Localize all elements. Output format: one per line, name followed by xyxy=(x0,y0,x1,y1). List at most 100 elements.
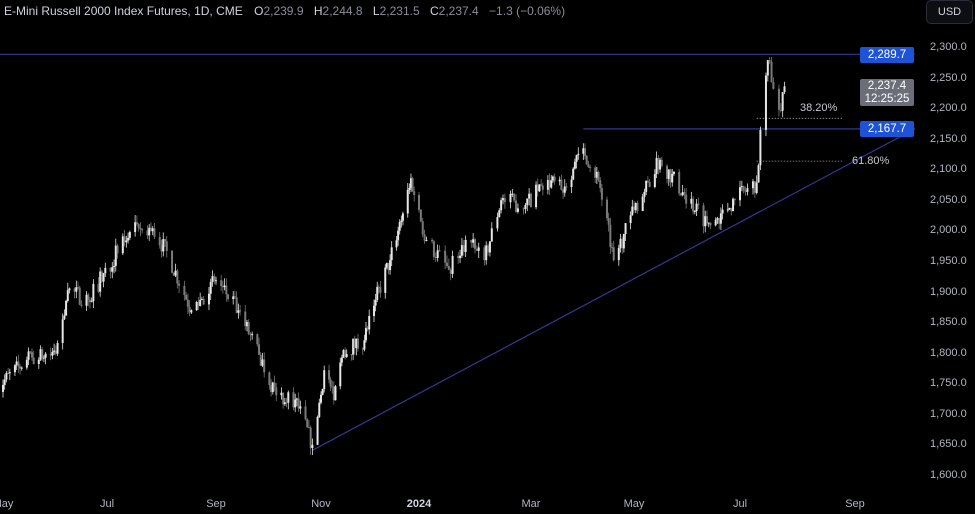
candle-body xyxy=(329,379,332,387)
candle-body xyxy=(321,389,324,395)
candle-body xyxy=(297,398,300,409)
candle-body xyxy=(225,285,228,295)
candle-body xyxy=(766,60,769,76)
candle-body xyxy=(331,386,334,388)
candle-body xyxy=(634,203,637,211)
candle-body xyxy=(245,322,248,327)
candle-body xyxy=(164,239,167,242)
candle-body xyxy=(671,173,674,183)
candle-body xyxy=(306,419,309,428)
candle-body xyxy=(320,394,322,403)
candle-body xyxy=(666,165,669,179)
candle-body xyxy=(611,247,614,249)
candle-body xyxy=(447,265,450,270)
candle-body xyxy=(151,228,154,232)
price-tick-label: 1,850.0 xyxy=(930,316,967,329)
candle-body xyxy=(44,353,47,358)
candle-body xyxy=(172,272,175,276)
candle-body xyxy=(575,154,578,162)
candle-body xyxy=(503,198,506,203)
candle-body xyxy=(39,349,42,360)
candle-body xyxy=(446,262,448,266)
candle-body xyxy=(7,372,10,374)
candle-body xyxy=(764,75,767,130)
candle-body xyxy=(15,361,18,366)
candle-body xyxy=(316,416,319,445)
candle-body xyxy=(323,370,326,390)
fib-label-61: 61.80% xyxy=(852,155,890,167)
candle-body xyxy=(207,293,210,305)
candle-body xyxy=(746,188,749,192)
price-tick-label: 1,650.0 xyxy=(930,438,967,451)
candle-body xyxy=(30,352,33,358)
candle-body xyxy=(622,233,625,249)
price-tick-label: 2,200.0 xyxy=(930,102,967,115)
currency-button[interactable]: USD xyxy=(926,0,973,24)
candle-body xyxy=(350,354,353,356)
open-value: 2,239.9 xyxy=(263,4,304,18)
candle-body xyxy=(585,155,588,165)
candle-body xyxy=(292,392,295,408)
candle-body xyxy=(109,267,112,272)
candle-body xyxy=(158,236,161,246)
candle-body xyxy=(550,180,553,188)
candle-body xyxy=(75,287,78,292)
candle-body xyxy=(704,216,707,227)
candle-body xyxy=(68,288,71,291)
candle-body xyxy=(459,255,462,259)
candle-body xyxy=(139,227,142,230)
price-tick-label: 2,000.0 xyxy=(930,224,967,237)
candle-body xyxy=(397,230,400,241)
candle-body xyxy=(587,164,590,167)
candle-body xyxy=(54,350,57,354)
candle-body xyxy=(777,88,780,110)
candle-body xyxy=(37,359,40,365)
candle-body xyxy=(511,193,514,195)
candle-body xyxy=(61,319,64,344)
candle-body xyxy=(318,402,321,417)
candle-body xyxy=(345,354,348,357)
candle-body xyxy=(607,218,610,225)
candle-body xyxy=(195,301,198,311)
candle-body xyxy=(311,444,314,449)
time-tick-label: Mar xyxy=(521,498,541,510)
candle-body xyxy=(548,180,551,188)
candle-body xyxy=(515,200,518,212)
candle-body xyxy=(56,343,59,354)
price-chart[interactable] xyxy=(0,0,915,494)
price-tick-label: 1,700.0 xyxy=(930,407,967,420)
candle-body xyxy=(535,184,538,208)
candle-body xyxy=(186,299,189,307)
candle-body xyxy=(200,299,203,301)
candle-body xyxy=(256,334,259,345)
candle-body xyxy=(356,338,359,349)
candle-body xyxy=(577,153,580,155)
candle-body xyxy=(111,267,114,272)
candle-body xyxy=(199,299,202,306)
candle-body xyxy=(32,357,35,365)
candle-body xyxy=(8,372,11,374)
candle-body xyxy=(339,362,342,387)
candle-body xyxy=(134,222,137,233)
candle-body xyxy=(78,287,81,305)
candle-body xyxy=(739,187,741,201)
candle-body xyxy=(679,193,682,196)
low-value: 2,231.5 xyxy=(379,4,420,18)
candle-body xyxy=(102,273,105,282)
close-value: 2,237.4 xyxy=(438,4,479,18)
time-tick-label: Jul xyxy=(732,498,748,510)
candle-body xyxy=(352,338,355,355)
candle-body xyxy=(261,359,264,366)
time-tick-label: May xyxy=(0,498,14,510)
candle-body xyxy=(524,205,527,209)
candle-body xyxy=(624,223,627,234)
candle-body xyxy=(128,232,131,238)
candle-body xyxy=(742,186,745,191)
low-label: L xyxy=(372,4,380,18)
candle-body xyxy=(423,234,426,241)
candle-body xyxy=(221,286,224,288)
candle-body xyxy=(411,178,414,192)
candle-body xyxy=(376,286,379,300)
candle-body xyxy=(114,245,117,266)
candle-body xyxy=(753,181,756,193)
